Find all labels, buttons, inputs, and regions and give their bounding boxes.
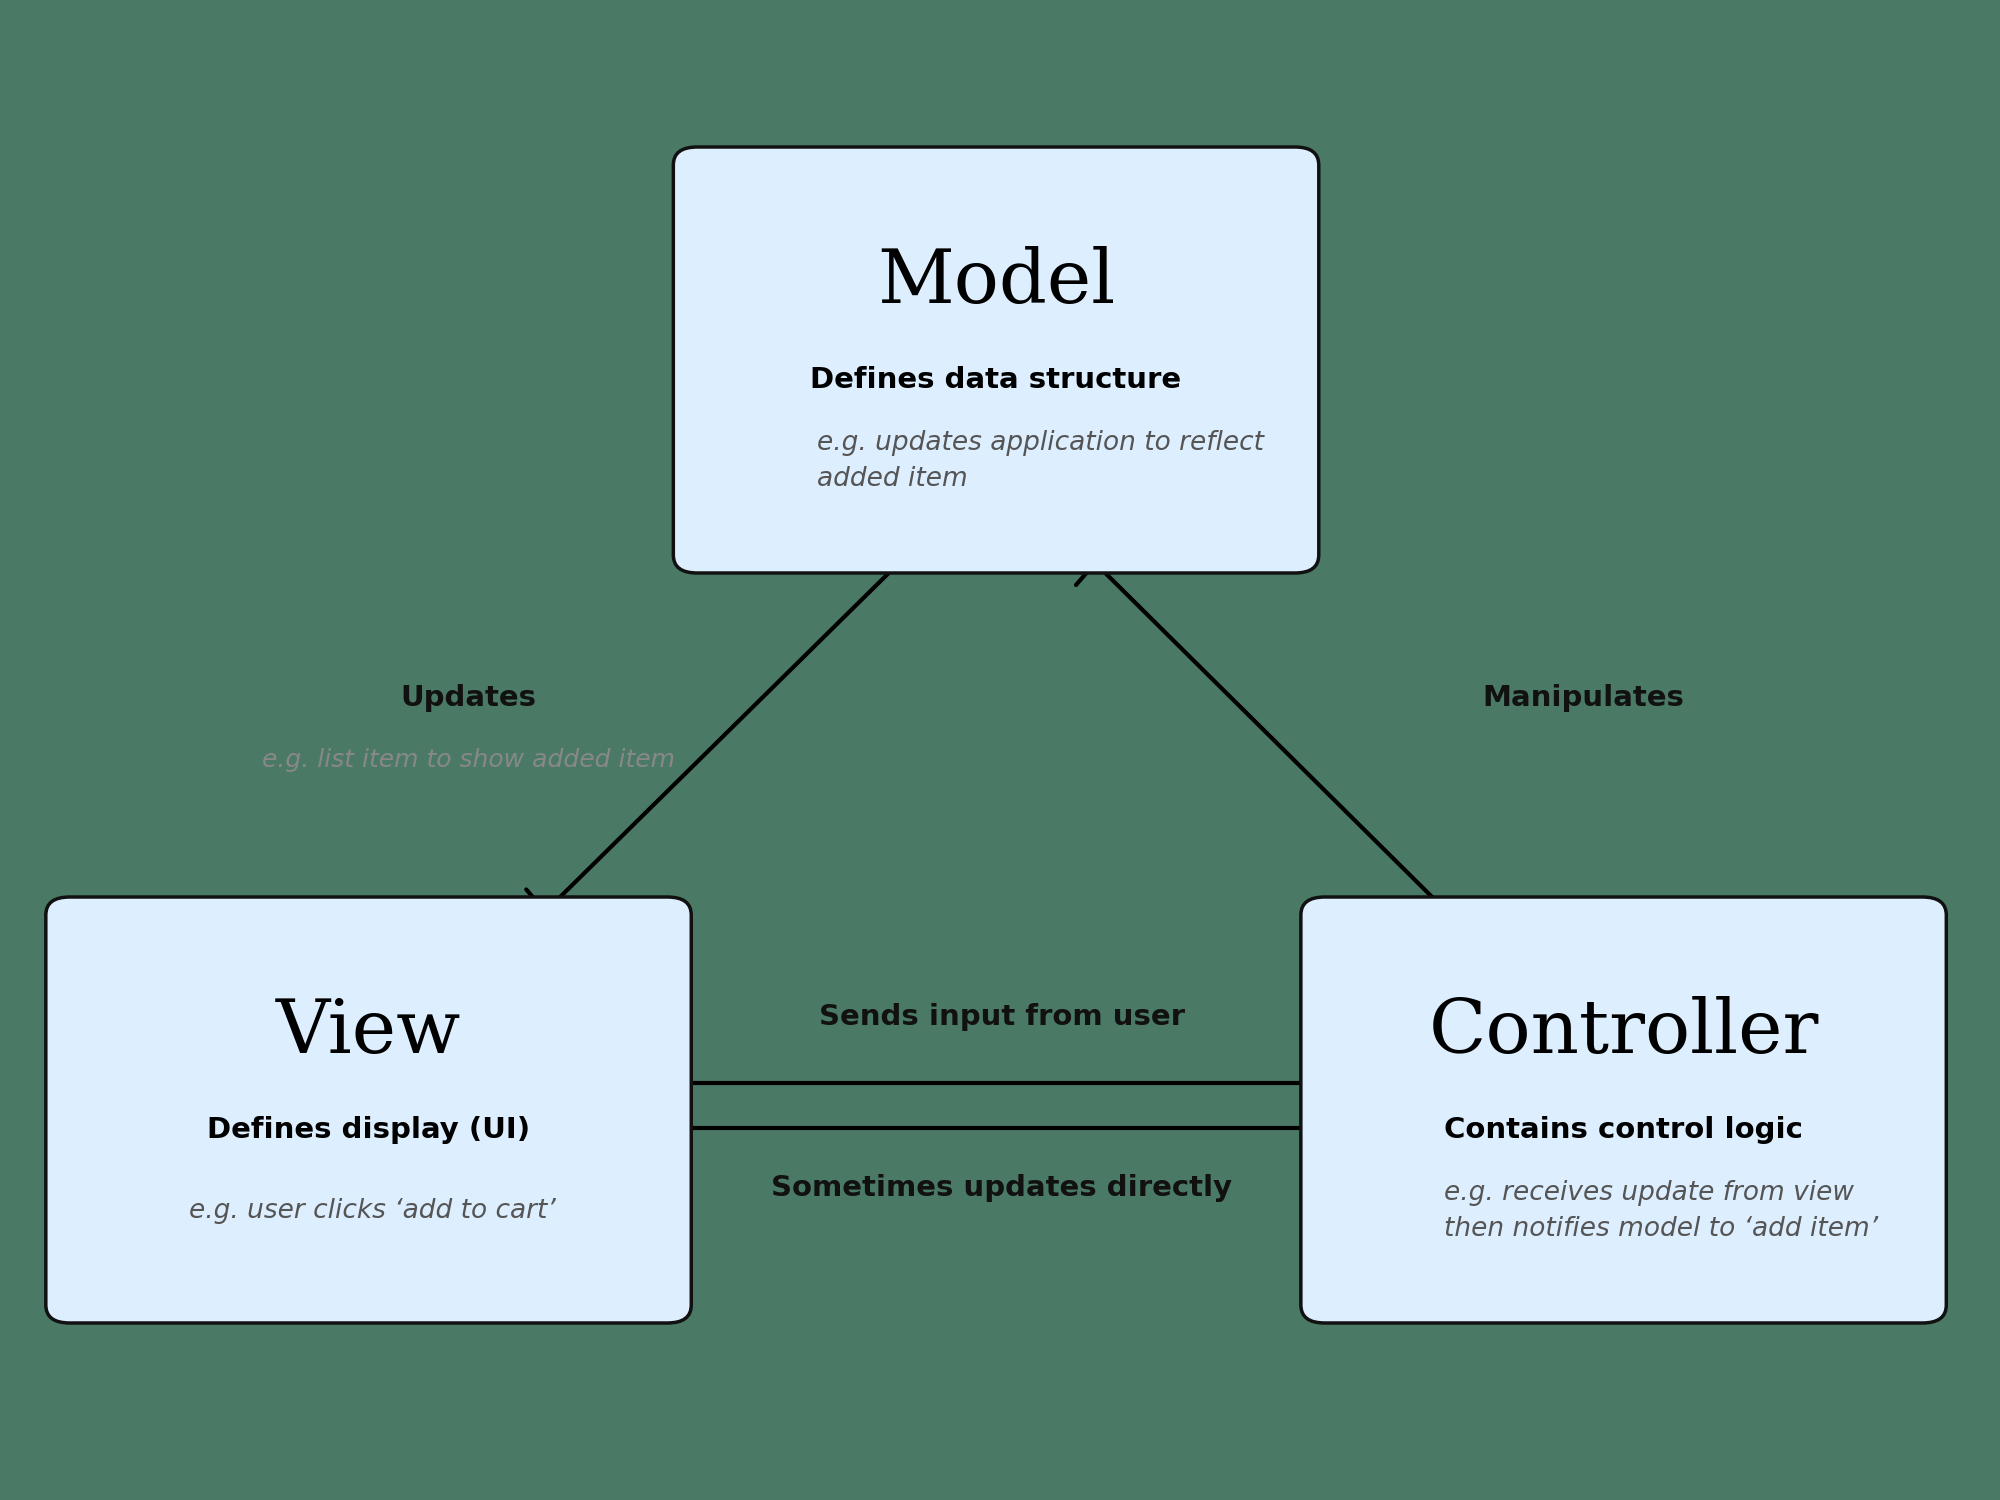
Text: Controller: Controller [1428, 996, 1818, 1068]
Text: Model: Model [876, 246, 1116, 318]
FancyBboxPatch shape [1300, 897, 1946, 1323]
Text: Sends input from user: Sends input from user [820, 1004, 1186, 1031]
Text: Updates: Updates [400, 684, 536, 711]
Text: e.g. user clicks ‘add to cart’: e.g. user clicks ‘add to cart’ [190, 1198, 556, 1224]
Text: Contains control logic: Contains control logic [1444, 1116, 1804, 1143]
Text: e.g. receives update from view
then notifies model to ‘add item’: e.g. receives update from view then noti… [1444, 1180, 1878, 1242]
FancyBboxPatch shape [46, 897, 692, 1323]
Text: Manipulates: Manipulates [1482, 684, 1684, 711]
Text: Defines display (UI): Defines display (UI) [206, 1116, 530, 1143]
FancyBboxPatch shape [674, 147, 1318, 573]
Text: Defines data structure: Defines data structure [810, 366, 1182, 393]
Text: View: View [276, 996, 462, 1068]
Text: Sometimes updates directly: Sometimes updates directly [772, 1174, 1232, 1202]
Text: e.g. updates application to reflect
added item: e.g. updates application to reflect adde… [816, 430, 1264, 492]
Text: e.g. list item to show added item: e.g. list item to show added item [262, 748, 674, 772]
